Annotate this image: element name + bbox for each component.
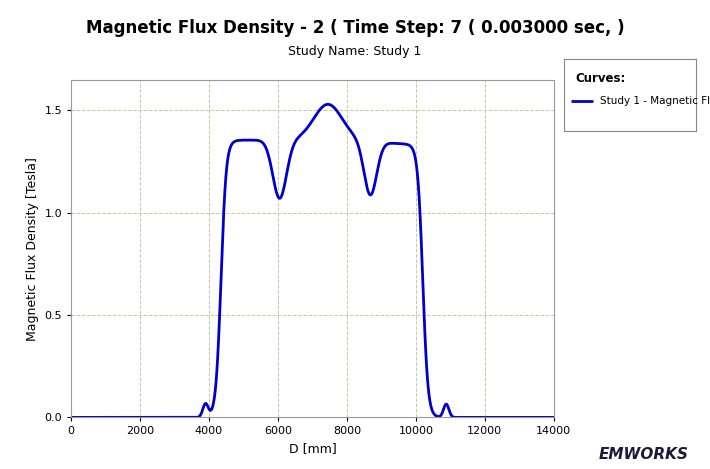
Text: EMWORKS: EMWORKS [599, 447, 689, 462]
Text: Study 1 - Magnetic Flux Density: Study 1 - Magnetic Flux Density [600, 96, 710, 106]
Text: Study Name: Study 1: Study Name: Study 1 [288, 45, 422, 58]
Y-axis label: Magnetic Flux Density [Tesla]: Magnetic Flux Density [Tesla] [26, 157, 39, 340]
Text: Magnetic Flux Density - 2 ( Time Step: 7 ( 0.003000 sec, ): Magnetic Flux Density - 2 ( Time Step: 7… [86, 19, 624, 37]
Text: Curves:: Curves: [575, 72, 626, 85]
X-axis label: D [mm]: D [mm] [288, 442, 337, 455]
